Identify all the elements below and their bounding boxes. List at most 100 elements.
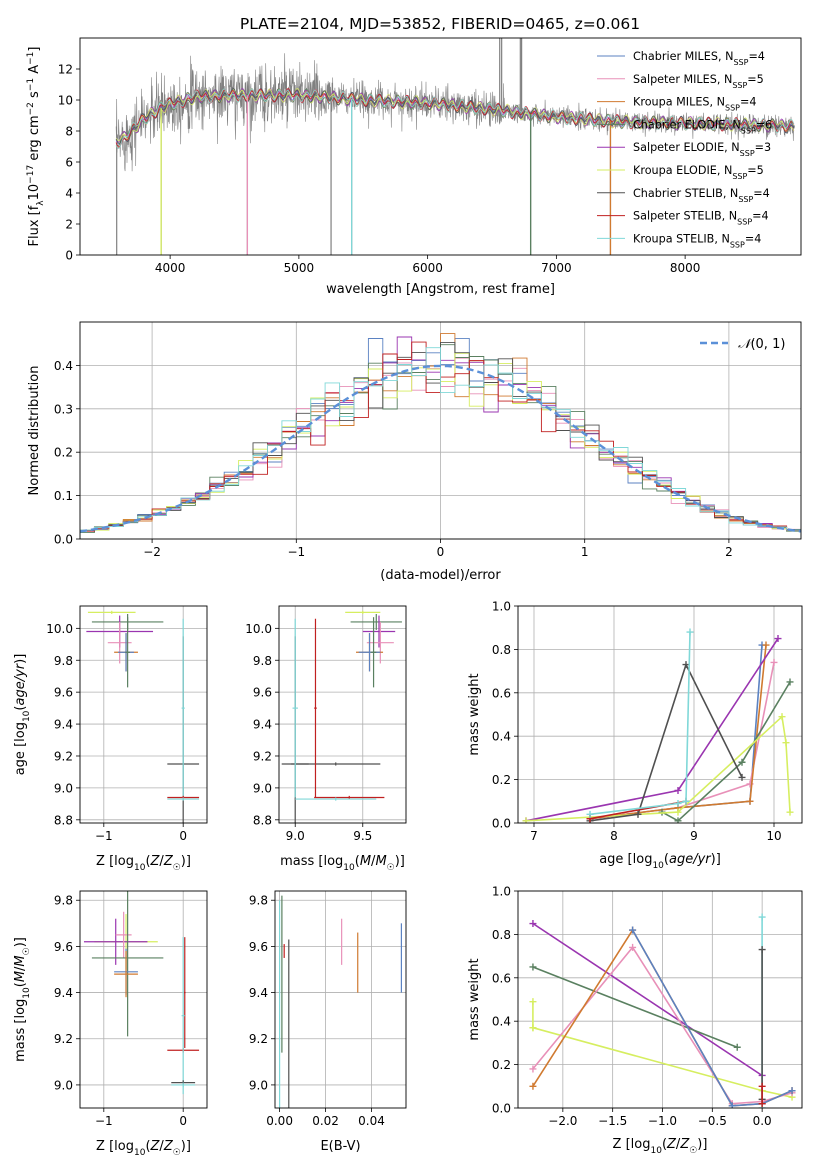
weight-line-salpeter-elodie [532,922,763,1077]
plot-layer [83,891,200,1095]
y-label-part: ( [13,982,28,987]
y-label-part: Normed distribution [27,366,42,496]
legend-name: Chabrier STELIB, N [633,187,738,200]
x-label-part: Z [163,854,174,869]
plot-layer [529,913,796,1108]
weight-line-kroupa-stelib [589,631,691,816]
weight-marker [674,808,682,816]
histogram-kroupa-stelib [80,347,801,539]
y-tick-label: 0.4 [492,1015,511,1029]
panel-weight-vs-Z: −2.0 −1.5 −1.0 −0.5 0.0 0.0 0.2 0.4 0.6 0.8 1.0 Z [… [467,885,803,1156]
weight-marker [529,1065,537,1073]
legend-name: Salpeter MILES, N [633,73,732,86]
x-label-part: ( [145,1139,150,1154]
panel-age-vs-Z: −1 08.89.09.29.49.69.810.0Z [log10(Z/Z☉)]… [13,605,208,873]
weight-marker [674,786,682,794]
y-tick-label: 9.0 [253,781,272,795]
weight-marker [586,810,594,818]
y-tick-label: 0.4 [54,359,73,373]
legend-sub: SSP [740,149,755,158]
x-label-part: / [159,854,164,869]
axes-frame [79,890,208,1109]
legend-label: Kroupa MILES, NSSP=4 [633,96,756,113]
plot-layer [86,610,200,823]
weight-marker [758,946,766,954]
x-label-part: Z [log [96,1139,134,1154]
y-tick-label: 12 [58,63,73,77]
x-tick-label: −1 [95,829,113,843]
legend-value: =5 [747,164,764,177]
y-tick-label: 9.4 [54,986,73,1000]
y-label-part: ( [13,706,28,711]
x-label-part: 10 [650,1146,662,1156]
axes: 0.00 0.02 0.04 9.0 9.2 9.4 9.6 9.8 E(B-V) [249,890,407,1154]
weight-line-chabrier-stelib [589,662,743,822]
legend-name: Chabrier ELODIE, N [633,118,741,131]
weight-marker [529,963,537,971]
plot-layer [115,38,795,255]
x-label-part: )] [181,854,191,869]
x-axis-label: (data-model)/error [380,568,501,583]
x-tick-label: 7000 [541,261,572,275]
y-tick-label: 0.8 [492,643,511,657]
legend-params: (0, 1) [750,337,785,352]
panel-mass-vs-Z: −1 09.09.29.49.69.8Z [log10(Z/Z☉)]mass [l… [13,890,208,1158]
legend-name: Kroupa MILES, N [633,96,725,109]
weight-line-chabrier-elodie [661,681,791,822]
weight-marker [758,913,766,921]
x-label-part: M [375,854,386,869]
x-label-part: Z [163,1139,174,1154]
weight-marker [686,628,694,636]
axes: −2.0 −1.5 −1.0 −0.5 0.0 0.0 0.2 0.4 0.6 0.8 1.0 Z [… [467,885,803,1156]
weight-marker [682,661,690,669]
y-tick-label: 9.8 [253,654,272,668]
legend: 𝒩(0, 1) [700,337,785,352]
x-label-part: 10 [652,861,664,871]
legend-sub: SSP [737,217,752,226]
x-label-part: ☉ [173,1148,181,1158]
axes-frame [517,890,803,1109]
weight-marker [738,773,746,781]
weight-marker [682,797,690,805]
y-tick-label: 9.6 [54,686,73,700]
x-label-part: 10 [134,1148,146,1158]
legend-sub: SSP [741,126,756,135]
y-label-part: Flux [f [27,205,42,246]
y-tick-label: 0.0 [492,817,511,831]
x-label-part: age [log [599,852,652,867]
y-tick-label: 0.0 [54,533,73,547]
y-label-part: M [13,971,28,982]
weight-marker [634,810,642,818]
y-label-part: age [log [13,722,28,775]
legend-sub: SSP [725,103,740,112]
panel-mass-vs-EBV: 0.00 0.02 0.04 9.0 9.2 9.4 9.6 9.8 E(B-V) [249,890,407,1154]
x-tick-label: 7 [530,829,538,843]
x-label-part: 10 [343,863,355,873]
legend-label: Chabrier ELODIE, NSSP=6 [633,118,772,135]
legend-sub: SSP [733,58,748,67]
legend-sub: SSP [732,80,747,89]
x-label-part: Z [150,854,161,869]
y-label-part: mass [log [13,999,28,1062]
weight-marker [629,943,637,951]
x-label-part: Z [150,1139,161,1154]
legend-label: Salpeter ELODIE, NSSP=3 [633,141,771,158]
x-axis-label: mass [log10(M/M☉)] [280,854,405,873]
x-label-part: M [360,854,371,869]
axes-frame [274,890,407,1109]
y-tick-label: 9.4 [253,718,272,732]
weight-line-salpeter-elodie [525,638,779,822]
plot-area: 4000 5000 6000 7000 8000024681012wavelength … [13,37,803,1158]
model-salpeter-elodie [115,87,795,143]
x-label-part: ☉ [387,863,395,873]
plot-layer [278,895,403,1108]
legend-label: Chabrier MILES, NSSP=4 [633,50,765,67]
x-label-part: )] [395,854,405,869]
model-salpeter-stelib [115,87,795,148]
y-label-part: erg cm [27,115,42,164]
y-tick-label: 6 [65,156,73,170]
axes-frame [79,321,802,540]
grid [279,606,406,823]
y-tick-label: 2 [65,218,73,232]
y-tick-label: 9.8 [249,894,268,908]
